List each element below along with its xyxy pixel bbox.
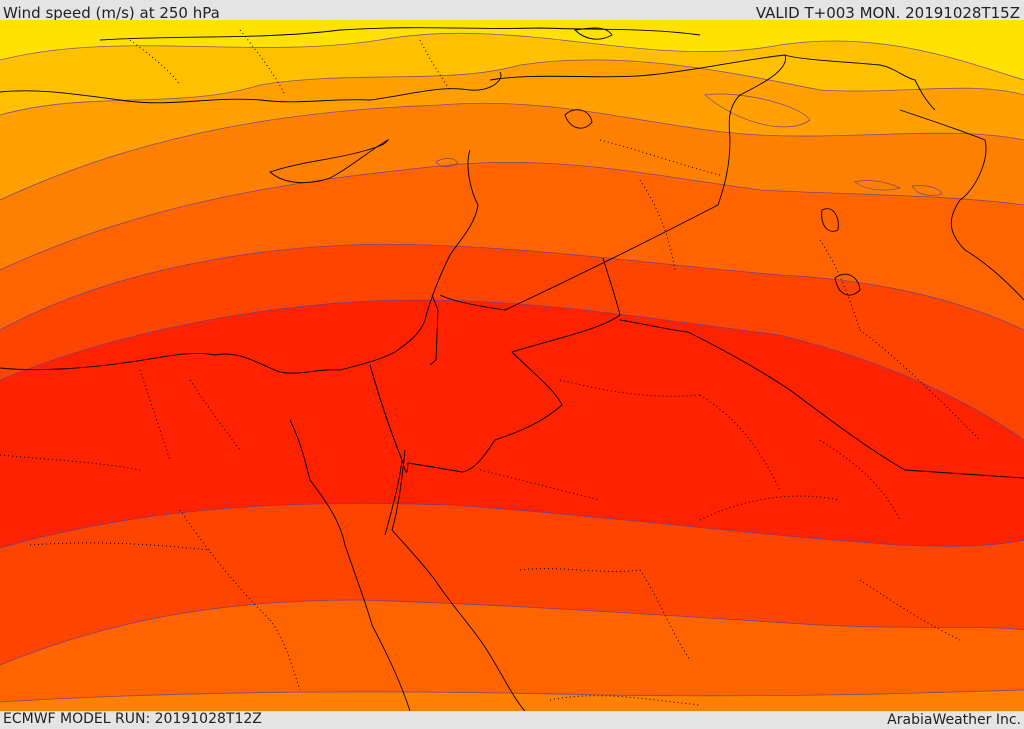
credit-label: ArabiaWeather Inc. — [887, 712, 1021, 728]
contour-lines — [0, 32, 1024, 703]
national-borders — [369, 54, 1024, 479]
band-4-south — [0, 690, 1024, 711]
map-title: Wind speed (m/s) at 250 hPa — [3, 4, 220, 22]
wind-speed-map — [0, 20, 1024, 711]
admin-borders — [0, 29, 981, 706]
band-5-south — [0, 600, 1024, 711]
model-run-label: ECMWF MODEL RUN: 20191028T12Z — [3, 711, 262, 727]
valid-time-label: VALID T+003 MON. 20191028T15Z — [755, 4, 1020, 22]
